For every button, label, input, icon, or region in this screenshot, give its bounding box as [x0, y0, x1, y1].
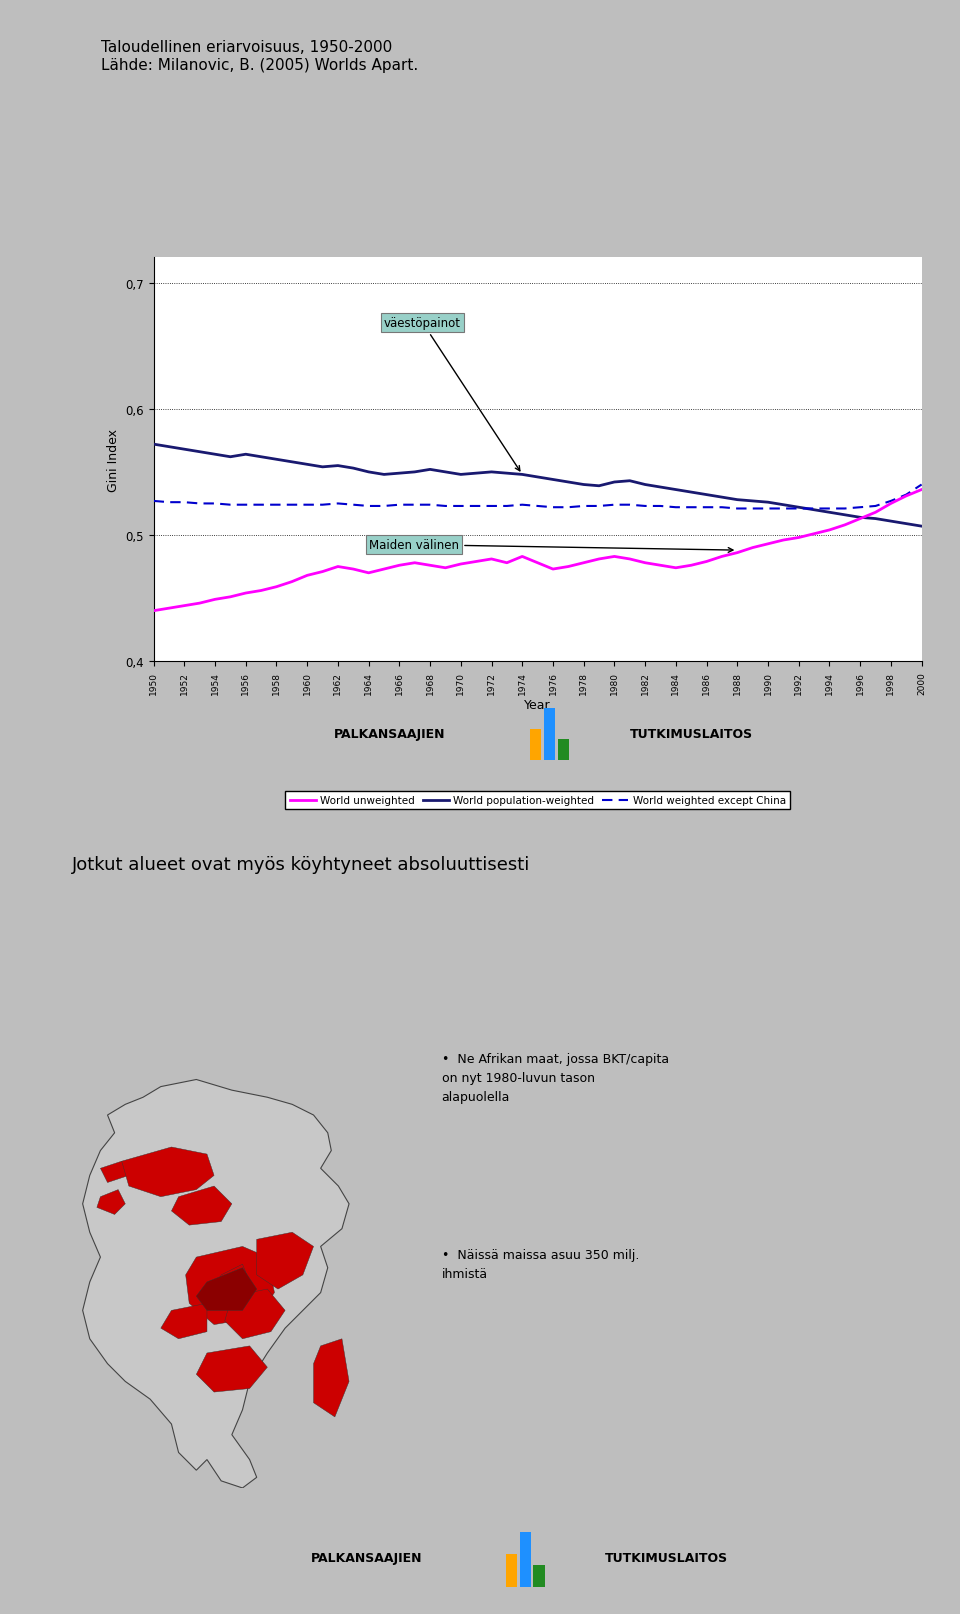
Bar [506, 1554, 517, 1587]
Legend: World unweighted, World population-weighted, World weighted except China: World unweighted, World population-weigh… [285, 791, 790, 810]
Polygon shape [101, 1162, 129, 1183]
Bar [530, 730, 541, 760]
Bar [519, 1532, 531, 1587]
Polygon shape [185, 1246, 275, 1325]
Polygon shape [314, 1340, 349, 1417]
Polygon shape [218, 1264, 250, 1293]
Bar [543, 709, 555, 760]
Polygon shape [196, 1346, 267, 1393]
Polygon shape [97, 1190, 125, 1215]
Text: •  Näissä maissa asuu 350 milj.
ihmistä: • Näissä maissa asuu 350 milj. ihmistä [442, 1249, 639, 1280]
Bar [558, 739, 569, 760]
Polygon shape [122, 1148, 214, 1198]
Text: •  Ne Afrikan maat, jossa BKT/capita
on nyt 1980-luvun tason
alapuolella: • Ne Afrikan maat, jossa BKT/capita on n… [442, 1052, 669, 1104]
Y-axis label: Gini Index: Gini Index [107, 428, 120, 492]
Text: TUTKIMUSLAITOS: TUTKIMUSLAITOS [605, 1551, 728, 1564]
Text: PALKANSAAJIEN: PALKANSAAJIEN [334, 728, 445, 741]
Text: TUTKIMUSLAITOS: TUTKIMUSLAITOS [630, 728, 753, 741]
Text: PALKANSAAJIEN: PALKANSAAJIEN [311, 1551, 422, 1564]
Polygon shape [83, 1080, 349, 1488]
Text: Maiden välinen: Maiden välinen [369, 539, 732, 554]
X-axis label: Year: Year [524, 699, 551, 712]
Polygon shape [256, 1233, 314, 1290]
Polygon shape [172, 1186, 232, 1225]
Text: väestöpainot: väestöpainot [384, 316, 520, 471]
Polygon shape [225, 1290, 285, 1340]
Polygon shape [196, 1269, 256, 1311]
Text: Jotkut alueet ovat myös köyhtyneet absoluuttisesti: Jotkut alueet ovat myös köyhtyneet absol… [72, 855, 530, 873]
Polygon shape [161, 1304, 207, 1340]
Text: Taloudellinen eriarvoisuus, 1950-2000
Lähde: Milanovic, B. (2005) Worlds Apart.: Taloudellinen eriarvoisuus, 1950-2000 Lä… [101, 40, 418, 73]
Bar [534, 1564, 544, 1587]
